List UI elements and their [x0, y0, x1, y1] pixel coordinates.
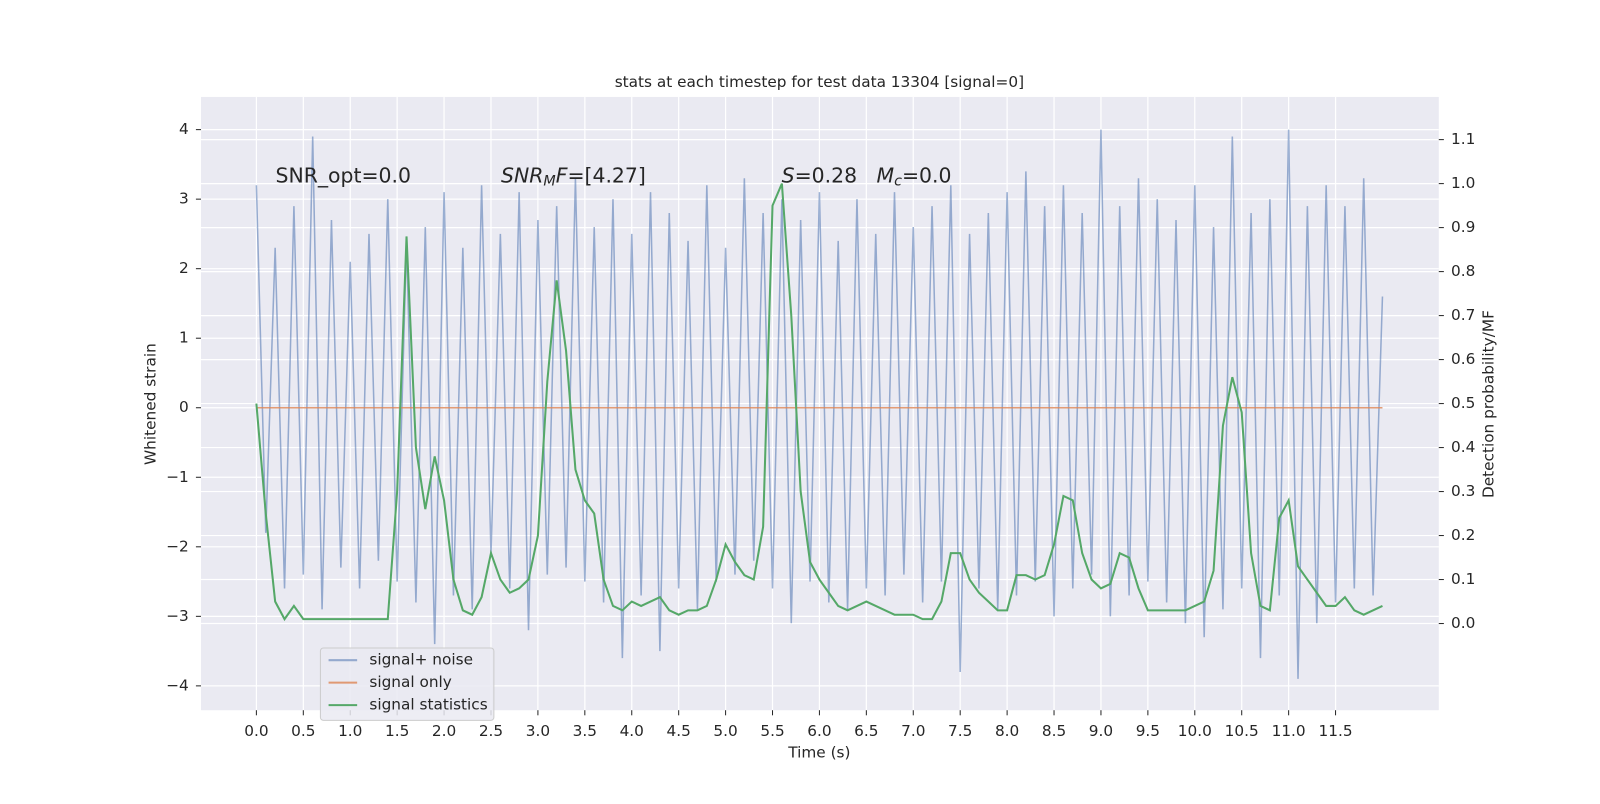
series-line — [255, 183, 1383, 622]
x-tick-label: 0.0 — [244, 722, 268, 740]
x-tick-label: 9.5 — [1136, 722, 1160, 740]
y-tick-label: −1 — [166, 468, 189, 486]
annotation-part: M — [543, 174, 555, 190]
y2-tick-label: 0.3 — [1451, 482, 1475, 500]
x-tick-label: 10.5 — [1225, 722, 1259, 740]
y2-tick-label: 0.5 — [1451, 394, 1475, 412]
y-tick-label: 0 — [179, 398, 189, 416]
x-tick-label: 5.5 — [760, 722, 784, 740]
annotation: SNR_opt=0.0 — [276, 164, 412, 189]
annotation-part: S — [782, 164, 795, 188]
legend-label: signal only — [369, 673, 451, 691]
y2-tick-label: 1.0 — [1451, 174, 1475, 192]
y2-tick-label: 0.6 — [1451, 350, 1475, 368]
annotation-part: =0.28 — [795, 164, 877, 188]
y2-tick-label: 0.9 — [1451, 218, 1475, 236]
y2-tick-label: 0.0 — [1451, 614, 1475, 632]
annotation-part: SNR — [501, 164, 543, 188]
y-tick-label: −2 — [166, 537, 189, 555]
y-tick-label: −4 — [166, 676, 189, 694]
y2-tick-label: 0.1 — [1451, 570, 1475, 588]
x-tick-label: 11.5 — [1319, 722, 1353, 740]
x-tick-label: 3.5 — [573, 722, 597, 740]
x-tick-label: 2.0 — [432, 722, 456, 740]
annotation-part: SNR_opt=0.0 — [276, 164, 412, 189]
x-axis-label: Time (s) — [787, 744, 850, 762]
legend-box — [319, 647, 495, 721]
legend-label: signal+ noise — [369, 651, 473, 669]
annotation-part: M — [877, 164, 895, 188]
y2-tick-label: 0.2 — [1451, 526, 1475, 544]
annotation-part: F — [556, 164, 568, 188]
y2-tick-label: 0.4 — [1451, 438, 1475, 456]
x-tick-label: 8.5 — [1042, 722, 1066, 740]
chart-title: stats at each timestep for test data 133… — [615, 73, 1024, 91]
y-tick-label: 3 — [179, 190, 189, 208]
y2-tick-label: 1.1 — [1451, 130, 1475, 148]
x-tick-label: 6.0 — [807, 722, 831, 740]
x-tick-label: 2.5 — [479, 722, 503, 740]
y2-tick-label: 0.7 — [1451, 306, 1475, 324]
x-tick-label: 11.0 — [1272, 722, 1306, 740]
annotation-part: =0.0 — [902, 164, 952, 188]
x-tick-label: 8.0 — [995, 722, 1019, 740]
legend-label: signal statistics — [369, 696, 487, 714]
annotation: SNRMF=[4.27] — [501, 164, 646, 190]
x-tick-label: 0.5 — [291, 722, 315, 740]
x-tick-label: 3.0 — [526, 722, 550, 740]
annotation-part: =[4.27] — [567, 164, 645, 188]
series-line — [255, 129, 1384, 679]
y2-tick-label: 0.8 — [1451, 262, 1475, 280]
annotation-part: c — [894, 174, 902, 190]
x-tick-label: 7.0 — [901, 722, 925, 740]
x-tick-label: 6.5 — [854, 722, 878, 740]
y-tick-label: −3 — [166, 607, 189, 625]
x-tick-label: 1.5 — [385, 722, 409, 740]
x-tick-label: 5.0 — [713, 722, 737, 740]
x-tick-label: 4.5 — [667, 722, 691, 740]
x-tick-label: 4.0 — [620, 722, 644, 740]
x-tick-label: 7.5 — [948, 722, 972, 740]
y-tick-label: 2 — [179, 259, 189, 277]
y-tick-label: 1 — [179, 329, 189, 347]
y2-axis-label: Detection probability/MF — [1479, 310, 1497, 498]
x-tick-label: 9.0 — [1089, 722, 1113, 740]
x-tick-label: 10.0 — [1178, 722, 1212, 740]
y-tick-label: 4 — [179, 120, 189, 138]
y-axis-label: Whitened strain — [142, 343, 160, 465]
x-tick-label: 1.0 — [338, 722, 362, 740]
annotation: S=0.28 Mc=0.0 — [782, 164, 952, 190]
